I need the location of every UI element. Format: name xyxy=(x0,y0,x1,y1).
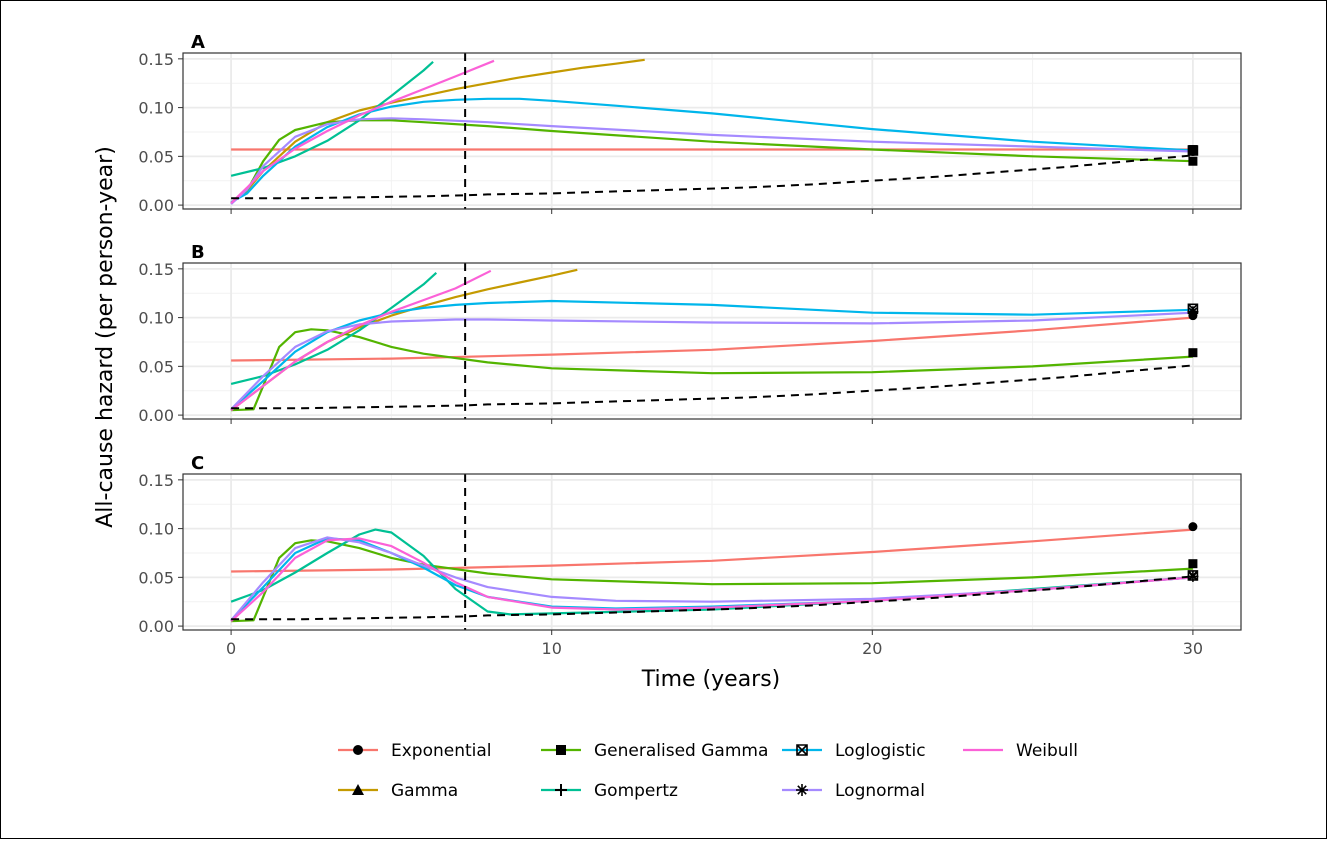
series-line-generalised-gamma xyxy=(230,119,1193,205)
legend-label: Lognormal xyxy=(835,781,925,801)
y-axis-title: All-cause hazard (per person-year) xyxy=(93,146,118,528)
series-line-observed xyxy=(231,575,1193,621)
end-marker-circle xyxy=(1188,522,1198,532)
legend-key-marker xyxy=(556,745,566,755)
series-line-weibull xyxy=(230,537,1193,623)
end-marker-asterisk xyxy=(1187,570,1199,582)
y-tick-label: 0.05 xyxy=(138,568,174,587)
end-marker-square xyxy=(1188,348,1198,358)
y-tick-label: 0.15 xyxy=(138,471,174,490)
panel-A: 0.00 0.05 0.10 0.15 A xyxy=(138,32,1242,215)
legend-label: Weibull xyxy=(1016,741,1078,761)
x-tick-label: 30 xyxy=(1183,639,1203,658)
legend-label: Gamma xyxy=(391,781,458,801)
series-line-exponential xyxy=(231,316,1193,362)
legend-key-marker xyxy=(796,784,808,796)
y-tick-label: 0.00 xyxy=(138,617,174,636)
end-marker-asterisk xyxy=(1187,306,1199,318)
panel-B: 0.00 0.05 0.10 0.15 B xyxy=(138,242,1242,425)
series-line-lognormal xyxy=(230,117,1193,205)
x-tick-label: 20 xyxy=(862,639,882,658)
y-tick-label: 0.15 xyxy=(138,260,174,279)
legend-entry-generalised-gamma: Generalised Gamma xyxy=(541,741,768,761)
legend-entry-weibull: Weibull xyxy=(963,741,1078,761)
x-tick-label: 0 xyxy=(226,639,236,658)
y-tick-label: 0.00 xyxy=(138,196,174,215)
legend-key-marker xyxy=(555,784,567,796)
legend-key-marker xyxy=(352,784,364,795)
panel-C: 0.00 0.05 0.10 0.15 C xyxy=(138,453,1242,636)
legend-label: Gompertz xyxy=(594,781,678,801)
legend-key-marker xyxy=(796,744,808,756)
series-group xyxy=(230,528,1193,623)
panel-border xyxy=(182,473,1242,631)
series-line-exponential xyxy=(231,528,1193,573)
series-line-observed xyxy=(231,154,1193,200)
series-line-lognormal xyxy=(230,311,1193,411)
series-line-observed xyxy=(231,364,1193,410)
y-tick-label: 0.10 xyxy=(138,309,174,328)
y-tick-label: 0.15 xyxy=(138,50,174,69)
series-group xyxy=(230,58,1193,205)
legend-entry-gompertz: Gompertz xyxy=(541,781,678,801)
end-marker-square xyxy=(1188,156,1198,166)
panel-border xyxy=(182,52,1242,210)
end-marker-square xyxy=(1188,145,1198,155)
series-line-weibull xyxy=(230,59,495,204)
series-line-generalised-gamma xyxy=(231,328,1193,412)
x-axis-title: Time (years) xyxy=(641,667,781,692)
series-line-loglogistic xyxy=(230,299,1193,411)
legend-label: Loglogistic xyxy=(835,741,926,761)
legend-entry-gamma: Gamma xyxy=(338,781,458,801)
y-tick-label: 0.10 xyxy=(138,99,174,118)
x-tick-labels: 0 10 20 30 xyxy=(226,639,1203,658)
series-line-weibull xyxy=(230,269,492,412)
y-tick-label: 0.05 xyxy=(138,357,174,376)
end-marker-square xyxy=(1188,559,1198,569)
panel-border xyxy=(182,262,1242,420)
y-tick-label: 0.00 xyxy=(138,406,174,425)
series-group xyxy=(230,268,1193,412)
x-tick-label: 10 xyxy=(542,639,562,658)
legend-entry-lognormal: Lognormal xyxy=(782,781,925,801)
series-line-lognormal xyxy=(230,536,1193,622)
y-tick-label: 0.10 xyxy=(138,520,174,539)
legend-entry-exponential: Exponential xyxy=(338,741,492,761)
legend-label: Exponential xyxy=(391,741,492,761)
panel-label: A xyxy=(191,32,205,53)
legend-entry-loglogistic: Loglogistic xyxy=(782,741,926,761)
series-line-gompertz xyxy=(230,271,438,385)
legend-label: Generalised Gamma xyxy=(594,741,768,761)
chart-panels: 0.000.050.100.15A0.000.050.100.15B0.000.… xyxy=(138,32,1242,658)
panel-label: B xyxy=(191,242,205,263)
legend: Exponential Generalised Gamma Loglogistic W… xyxy=(338,741,1078,801)
panel-label: C xyxy=(191,453,204,474)
series-line-gamma xyxy=(230,58,645,205)
y-tick-label: 0.05 xyxy=(138,147,174,166)
legend-key-marker xyxy=(353,745,363,755)
